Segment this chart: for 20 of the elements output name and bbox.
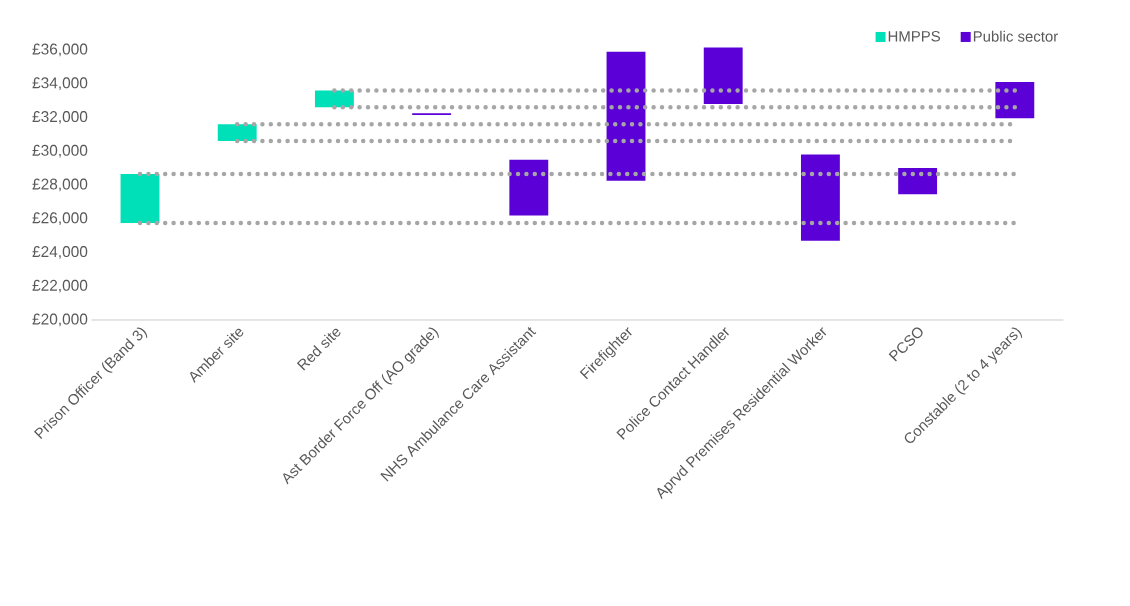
y-tick-label: £20,000 [32, 313, 88, 327]
bar [120, 174, 160, 223]
y-tick-label: £30,000 [32, 144, 88, 158]
bar [800, 154, 840, 241]
y-tick-label: £32,000 [32, 111, 88, 124]
bar [509, 159, 549, 216]
bar [995, 82, 1035, 119]
y-tick-label: £22,000 [32, 279, 88, 293]
bar [703, 47, 743, 104]
bar [217, 124, 257, 142]
y-tick-label: £36,000 [32, 43, 88, 57]
bar [314, 90, 354, 108]
y-tick-label: £34,000 [32, 77, 88, 91]
y-tick-label: £24,000 [32, 246, 88, 259]
y-tick-label: £26,000 [32, 212, 88, 226]
bar [606, 51, 646, 181]
bar [898, 168, 938, 195]
legend-label: HMPPS [888, 30, 941, 42]
y-tick-label: £28,000 [32, 178, 88, 192]
legend-label: Public sector [973, 30, 1058, 42]
